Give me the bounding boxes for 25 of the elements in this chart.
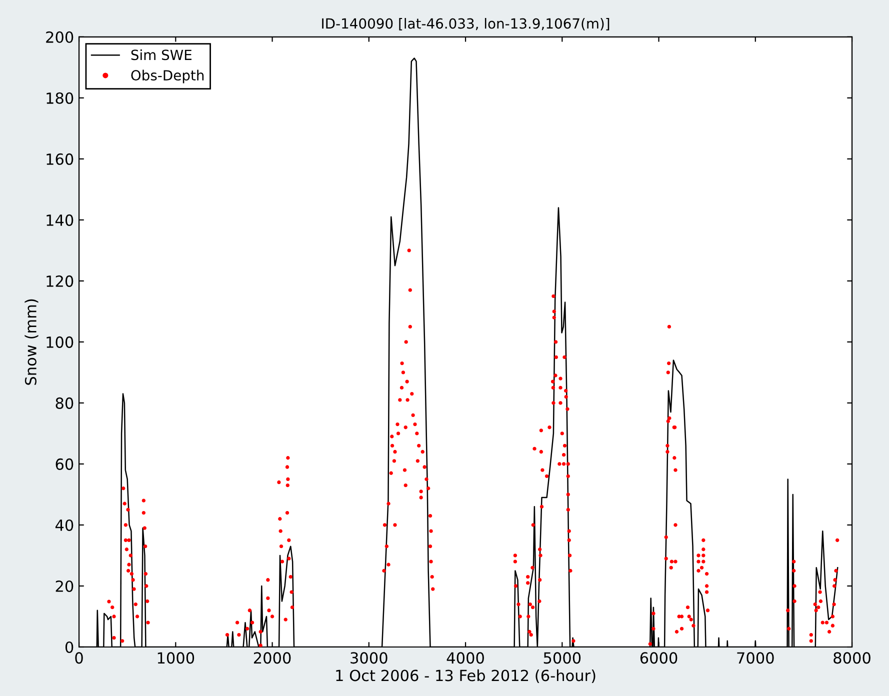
- x-tick-label: 1000: [158, 652, 194, 664]
- x-tick-label: 8000: [834, 652, 870, 664]
- chart-title: ID-140090 [lat-46.033, lon-13.9,1067(m)]: [322, 18, 610, 30]
- x-tick-label: 3000: [350, 652, 388, 664]
- legend-label: Obs-Depth: [131, 70, 204, 84]
- x-axis-title: 1 Oct 2006 - 13 Feb 2012 (6-hour): [336, 669, 596, 684]
- x-tick-label: 6000: [640, 652, 678, 664]
- y-tick-label: 140: [46, 214, 74, 226]
- y-tick-label: 0: [65, 641, 74, 654]
- x-tick-label: 4000: [446, 652, 484, 664]
- x-tick-label: 5000: [544, 652, 581, 664]
- x-tick-label: 7000: [737, 652, 774, 664]
- legend-label: Sim SWE: [131, 49, 192, 60]
- x-tick-label: 0: [75, 652, 83, 664]
- y-tick-label: 100: [46, 336, 74, 348]
- y-tick-label: 40: [55, 519, 74, 531]
- y-tick-label: 180: [46, 92, 74, 104]
- y-tick-label: 120: [46, 275, 74, 287]
- y-tick-label: 80: [56, 397, 74, 409]
- y-tick-label: 60: [56, 458, 74, 470]
- y-tick-label: 200: [46, 31, 74, 43]
- x-tick-label: 2000: [254, 652, 291, 664]
- y-tick-label: 20: [56, 580, 74, 592]
- y-axis-title: Snow (mm): [24, 299, 38, 385]
- y-tick-label: 160: [46, 153, 74, 165]
